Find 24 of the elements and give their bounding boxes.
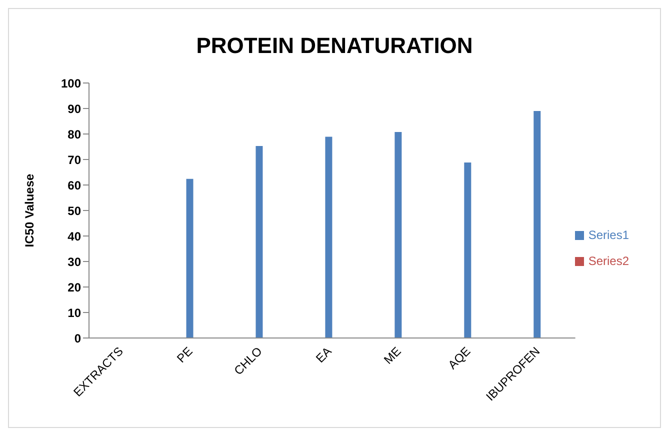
y-tick-label: 10 [68, 306, 82, 320]
y-tick-label: 40 [68, 229, 82, 244]
x-tick-label: ME [381, 344, 404, 367]
y-tick-label: 90 [68, 102, 82, 116]
bar [394, 132, 402, 338]
bar [534, 111, 541, 338]
y-axis-title: IC50 Valuese [22, 173, 36, 248]
legend-label: Series2 [588, 254, 629, 268]
legend-label: Series1 [588, 228, 629, 242]
y-tick-label: 30 [68, 254, 82, 269]
bar [464, 162, 472, 338]
y-tick-label: 60 [68, 178, 82, 192]
y-tick-label: 50 [68, 204, 82, 218]
y-tick-label: 80 [68, 127, 82, 142]
y-tick-label: 0 [74, 331, 82, 346]
x-tick-label: EA [313, 344, 334, 366]
bar [325, 136, 332, 338]
bar [256, 146, 263, 338]
y-tick-label: 20 [68, 280, 82, 294]
bar [186, 178, 194, 338]
y-tick-label: 100 [60, 76, 82, 90]
y-tick-label: 70 [68, 152, 82, 167]
chart-title: PROTEIN DENATURATION [195, 33, 474, 60]
x-tick-label: PE [174, 344, 196, 366]
